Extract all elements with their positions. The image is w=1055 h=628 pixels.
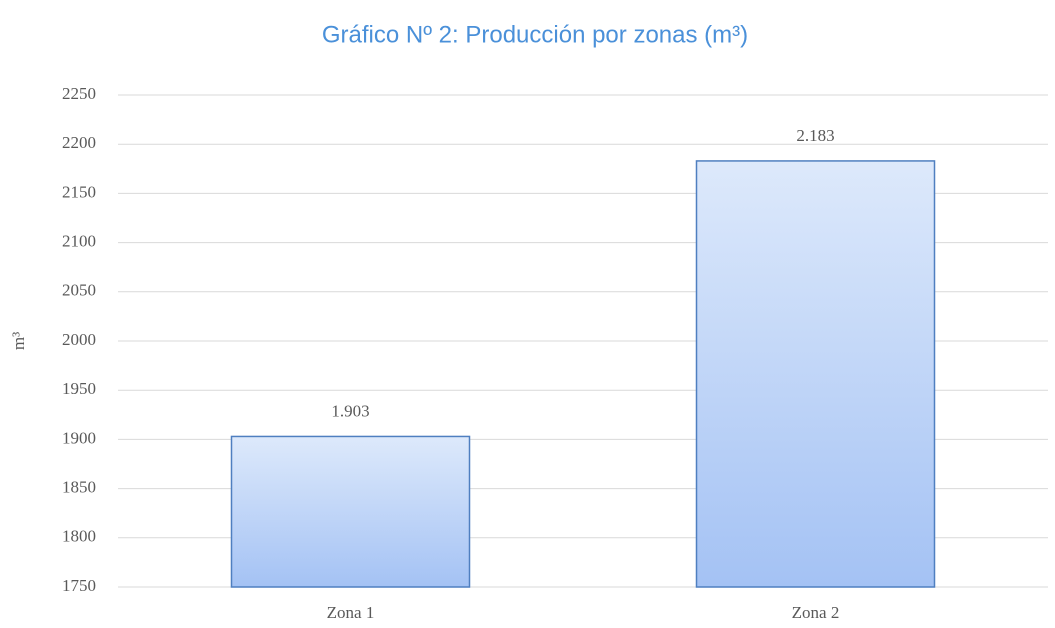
chart-title: Gráfico Nº 2: Producción por zonas (m³) (322, 21, 748, 48)
y-axis-label: m³ (9, 332, 28, 350)
y-tick-label: 1950 (62, 379, 96, 398)
x-tick-label: Zona 1 (327, 603, 375, 622)
y-tick-label: 1750 (62, 576, 96, 595)
y-tick-label: 2050 (62, 281, 96, 300)
y-tick-label: 2200 (62, 133, 96, 152)
data-label: 2.183 (796, 126, 834, 145)
data-label: 1.903 (331, 401, 369, 420)
y-tick-label: 1800 (62, 527, 96, 546)
bar (695, 160, 936, 588)
x-tick-label: Zona 2 (792, 603, 840, 622)
y-tick-label: 1850 (62, 478, 96, 497)
y-tick-label: 2150 (62, 182, 96, 201)
y-tick-label: 2100 (62, 232, 96, 251)
y-tick-label: 2250 (62, 84, 96, 103)
y-tick-label: 1900 (62, 428, 96, 447)
y-tick-label: 2000 (62, 330, 96, 349)
bar (230, 435, 471, 588)
